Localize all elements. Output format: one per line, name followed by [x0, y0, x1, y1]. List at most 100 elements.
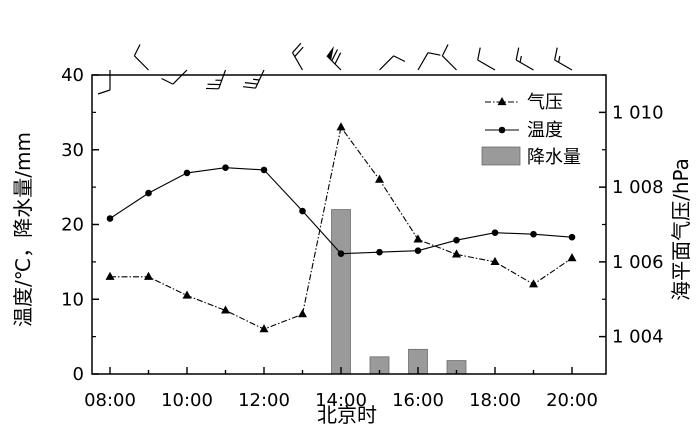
wind-barb-feather: [331, 49, 339, 62]
temperature-point: [530, 230, 537, 238]
wind-barb-half-feather: [519, 55, 522, 63]
temperature-point: [299, 207, 306, 215]
x-axis-title: 北京时: [317, 403, 377, 427]
left-y-tick-label: 0: [73, 364, 84, 385]
x-tick-label: 18:00: [469, 390, 521, 411]
right-y-tick-label: 1 010: [612, 102, 664, 123]
wind-barb: [242, 69, 265, 89]
wind-barb: [97, 70, 111, 95]
pressure-point: [105, 271, 115, 280]
legend-label-precip: 降水量: [527, 147, 581, 168]
legend-label-pressure: 气压: [527, 92, 563, 113]
wind-barb-feather: [205, 87, 219, 90]
wind-barb: [133, 44, 149, 71]
right-y-tick-label: 1 008: [612, 177, 664, 198]
wind-barb: [161, 69, 188, 85]
wind-barb-half-feather: [557, 55, 561, 63]
wind-barb: [417, 52, 441, 71]
x-tick-label: 16:00: [392, 390, 444, 411]
x-tick-label: 08:00: [84, 390, 136, 411]
wind-barb-feather: [207, 83, 221, 86]
temperature-point: [414, 247, 422, 254]
wind-barb-staff: [218, 69, 227, 89]
x-tick-label: 12:00: [238, 390, 290, 411]
wind-barb-feather: [244, 82, 258, 85]
wind-barb-feather: [133, 44, 141, 57]
temperature-point: [183, 169, 191, 177]
wind-barb-staff: [554, 59, 573, 71]
pressure-point: [567, 253, 577, 262]
pressure-point: [413, 234, 423, 243]
pressure-point: [259, 324, 269, 333]
temperature-point: [145, 189, 152, 197]
temperature-point: [106, 215, 114, 222]
precip-bar: [331, 209, 351, 375]
wind-barb-feather: [515, 47, 520, 61]
series-markers: [105, 122, 577, 333]
wind-barb-staff: [133, 55, 149, 71]
wind-barb-staff: [441, 55, 457, 71]
left-y-tick-label: 30: [61, 140, 84, 161]
wind-barb-staff: [172, 69, 188, 85]
wind-barb: [477, 47, 496, 71]
temperature-point: [337, 250, 345, 257]
pressure-point: [182, 290, 192, 299]
wind-barb: [291, 42, 304, 71]
wind-barb: [515, 47, 534, 71]
pressure-point: [144, 271, 153, 280]
temperature-point: [491, 229, 499, 237]
legend-temperature-marker: [498, 126, 506, 134]
wind-barb-feather: [97, 89, 111, 95]
wind-barb-staff: [326, 55, 342, 71]
wind-barb-feather: [292, 42, 302, 54]
wind-barb-staff: [379, 55, 395, 71]
legend-precip-swatch: [481, 146, 521, 166]
wind-barb-feather: [294, 46, 304, 57]
temperature-point: [222, 164, 229, 171]
left-y-axis-title: 温度/℃，降水量/mm: [11, 132, 35, 327]
pressure-point: [221, 305, 230, 314]
wind-barb-staff: [417, 52, 429, 71]
wind-barb-half-feather: [252, 78, 260, 81]
wind-barb: [379, 55, 406, 71]
pressure-point: [490, 256, 500, 265]
temperature-point: [260, 166, 268, 174]
temperature-point: [568, 233, 576, 241]
left-y-tick-label: 20: [61, 215, 84, 236]
wind-barb: [441, 44, 457, 71]
legend-label-temperature: 温度: [527, 120, 563, 141]
pressure-point: [529, 279, 538, 288]
right-y-axis-title: 海平面气压/hPa: [669, 158, 693, 301]
pressure-point: [336, 122, 346, 131]
wind-barb-feather: [554, 47, 558, 61]
wind-barb-feather: [393, 55, 406, 63]
right-y-tick-label: 1 006: [612, 252, 664, 273]
axis-ticks: 0 10 20 30 40 1 004 1 006 1 008 1 010 08:00 10:00 1…: [61, 65, 663, 411]
pressure-point: [298, 309, 307, 318]
wind-barb-feather: [441, 44, 449, 57]
wind-barb-half-feather: [215, 79, 222, 81]
left-y-tick-label: 40: [61, 65, 84, 86]
wind-barb: [326, 45, 342, 71]
wind-barb-feather: [161, 77, 174, 85]
left-y-tick-label: 10: [61, 289, 84, 310]
precipitation-bars: [331, 209, 467, 375]
wind-barb-staff: [477, 59, 496, 71]
wind-barb-staff: [291, 52, 304, 71]
x-tick-label: 14:00: [315, 390, 367, 411]
wind-barb-feather: [242, 86, 256, 89]
wind-barb-pennant: [326, 45, 334, 61]
x-tick-label: 10:00: [161, 390, 213, 411]
wind-barb-feather: [334, 52, 342, 65]
temperature-point: [376, 248, 383, 256]
temperature-point: [453, 236, 460, 244]
wind-barb-staff: [255, 69, 265, 89]
wind-barb-feather: [477, 47, 481, 61]
wind-barb: [554, 47, 573, 71]
wind-barb-staff: [515, 59, 534, 71]
pressure-point: [375, 174, 384, 183]
wind-barb: [205, 69, 227, 90]
right-y-tick-label: 1 004: [612, 327, 664, 348]
